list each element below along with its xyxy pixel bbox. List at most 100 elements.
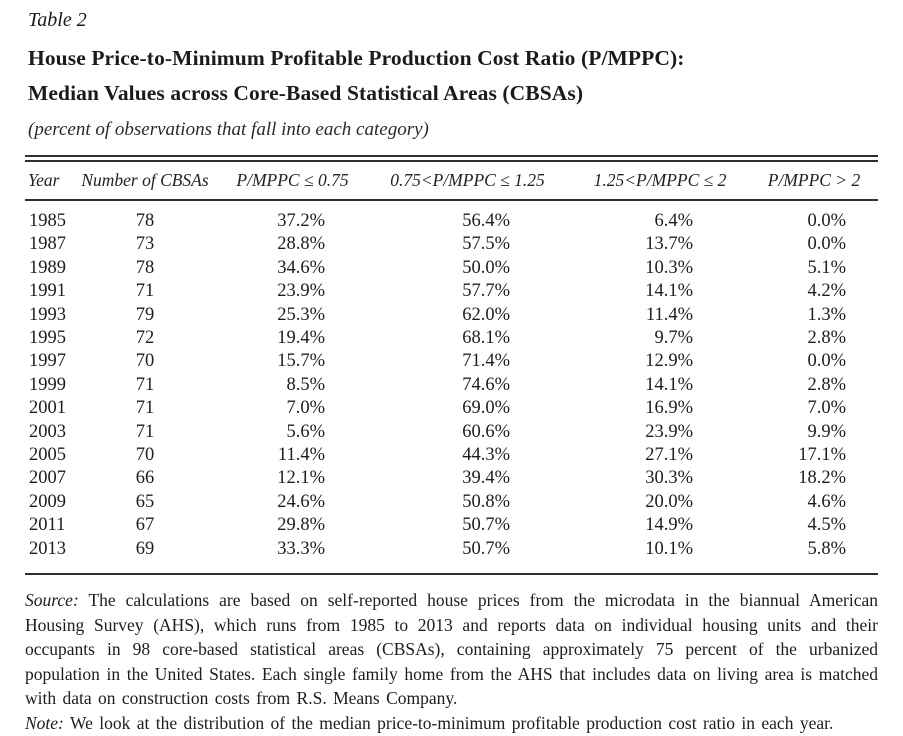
table-cell: 74.6%: [462, 374, 510, 395]
table-cell: 4.2%: [807, 281, 846, 302]
table-cell: 14.1%: [645, 281, 693, 302]
note-clipped: Note: We look at the distribution of the…: [25, 711, 878, 736]
table-row: 1995 72 19.4% 68.1% 9.7% 2.8%: [25, 327, 878, 350]
table-cell: 5.1%: [807, 257, 846, 278]
table-cell: 60.6%: [462, 421, 510, 442]
table-row: 2007 66 12.1% 39.4% 30.3% 18.2%: [25, 467, 878, 490]
table-cell: 71: [135, 398, 155, 419]
column-header-year: Year: [25, 162, 70, 201]
table-cell: 13.7%: [645, 234, 693, 255]
table-cell: 33.3%: [277, 538, 325, 559]
table-cell: 0.0%: [807, 234, 846, 255]
table-cell: 12.9%: [645, 351, 693, 372]
column-header-ratio-le-075: P/MPPC ≤ 0.75: [220, 162, 365, 201]
table-cell: 6.4%: [654, 211, 693, 231]
table-cell: 65: [135, 491, 155, 512]
table-cell: 66: [135, 468, 155, 489]
table-cell: 71: [135, 374, 155, 395]
table-cell: 2011: [29, 515, 66, 536]
table-cell: 17.1%: [798, 445, 846, 466]
table-cell: 2005: [29, 445, 66, 466]
table-cell: 1999: [29, 374, 66, 395]
table-cell: 23.9%: [645, 421, 693, 442]
table-cell: 4.5%: [807, 515, 846, 536]
bottom-rule: [25, 573, 878, 576]
table-row: 2001 71 7.0% 69.0% 16.9% 7.0%: [25, 397, 878, 420]
table-cell: 56.4%: [462, 211, 510, 231]
table-cell: 15.7%: [277, 351, 325, 372]
table-cell: 7.0%: [807, 398, 846, 419]
table-row: 1987 73 28.8% 57.5% 13.7% 0.0%: [25, 233, 878, 256]
table-cell: 25.3%: [277, 304, 325, 325]
table-cell: 70: [135, 445, 155, 466]
column-header-ratio-075-125: 0.75<P/MPPC ≤ 1.25: [365, 162, 570, 201]
table-cell: 71.4%: [462, 351, 510, 372]
table-cell: 1985: [29, 211, 66, 231]
table-cell: 8.5%: [286, 374, 325, 395]
table-cell: 27.1%: [645, 445, 693, 466]
table-cell: 10.1%: [645, 538, 693, 559]
table-row: 2005 70 11.4% 44.3% 27.1% 17.1%: [25, 444, 878, 467]
table-row: 1999 71 8.5% 74.6% 14.1% 2.8%: [25, 374, 878, 397]
table-row: 1985 78 37.2% 56.4% 6.4% 0.0%: [25, 200, 878, 233]
table-cell: 23.9%: [277, 281, 325, 302]
table-row: 2013 69 33.3% 50.7% 10.1% 5.8%: [25, 538, 878, 573]
table-row: 1989 78 34.6% 50.0% 10.3% 5.1%: [25, 257, 878, 280]
table-cell: 34.6%: [277, 257, 325, 278]
table-cell: 16.9%: [645, 398, 693, 419]
table-title-line-2: Median Values across Core-Based Statisti…: [28, 81, 584, 105]
table-cell: 12.1%: [277, 468, 325, 489]
source-label: Source:: [25, 590, 79, 611]
table-cell: 4.6%: [807, 491, 846, 512]
source-note: Source: The calculations are based on se…: [25, 588, 878, 711]
table-cell: 69: [135, 538, 155, 559]
table-body: 1985 78 37.2% 56.4% 6.4% 0.0% 1987 73 28.8% 57.5%…: [25, 200, 878, 573]
table-cell: 2007: [29, 468, 66, 489]
table-header-row: Year Number of CBSAs P/MPPC ≤ 0.75 0.75<…: [25, 162, 878, 201]
table-number-label: Table 2: [28, 9, 87, 31]
table-cell: 62.0%: [462, 304, 510, 325]
table-cell: 2003: [29, 421, 66, 442]
data-table: Year Number of CBSAs P/MPPC ≤ 0.75 0.75<…: [25, 162, 878, 573]
table-cell: 2001: [29, 398, 66, 419]
table-cell: 5.8%: [807, 538, 846, 559]
table-cell: 50.7%: [462, 515, 510, 536]
table-cell: 68.1%: [462, 328, 510, 349]
table-cell: 2.8%: [807, 328, 846, 349]
table-cell: 72: [135, 328, 155, 349]
table-row: 1993 79 25.3% 62.0% 11.4% 1.3%: [25, 304, 878, 327]
table-cell: 14.1%: [645, 374, 693, 395]
table-cell: 29.8%: [277, 515, 325, 536]
table-cell: 50.0%: [462, 257, 510, 278]
table-cell: 70: [135, 351, 155, 372]
column-header-number-of-cbsas: Number of CBSAs: [70, 162, 220, 201]
table-cell: 67: [135, 515, 155, 536]
table-cell: 28.8%: [277, 234, 325, 255]
table-cell: 19.4%: [277, 328, 325, 349]
table-row: 1991 71 23.9% 57.7% 14.1% 4.2%: [25, 280, 878, 303]
table-cell: 9.9%: [807, 421, 846, 442]
table-cell: 57.5%: [462, 234, 510, 255]
table-cell: 37.2%: [277, 211, 325, 231]
source-text: The calculations are based on self-repor…: [25, 590, 879, 709]
table-cell: 24.6%: [277, 491, 325, 512]
table-cell: 1993: [29, 304, 66, 325]
table-cell: 0.0%: [807, 351, 846, 372]
table-cell: 11.4%: [277, 445, 325, 466]
table-cell: 73: [135, 234, 155, 255]
table-cell: 50.7%: [462, 538, 510, 559]
table-cell: 2.8%: [807, 374, 846, 395]
table-cell: 1987: [29, 234, 66, 255]
table-cell: 0.0%: [807, 211, 846, 231]
table-row: 2003 71 5.6% 60.6% 23.9% 9.9%: [25, 421, 878, 444]
table-title-line-1: House Price-to-Minimum Profitable Produc…: [28, 46, 685, 70]
table-cell: 5.6%: [286, 421, 325, 442]
table-row: 2009 65 24.6% 50.8% 20.0% 4.6%: [25, 491, 878, 514]
table-cell: 1991: [29, 281, 66, 302]
column-header-ratio-125-2: 1.25<P/MPPC ≤ 2: [570, 162, 750, 201]
table-cell: 57.7%: [462, 281, 510, 302]
table-cell: 11.4%: [645, 304, 693, 325]
table-title: House Price-to-Minimum Profitable Produc…: [25, 41, 878, 111]
table-cell: 79: [135, 304, 155, 325]
table-cell: 9.7%: [654, 328, 693, 349]
